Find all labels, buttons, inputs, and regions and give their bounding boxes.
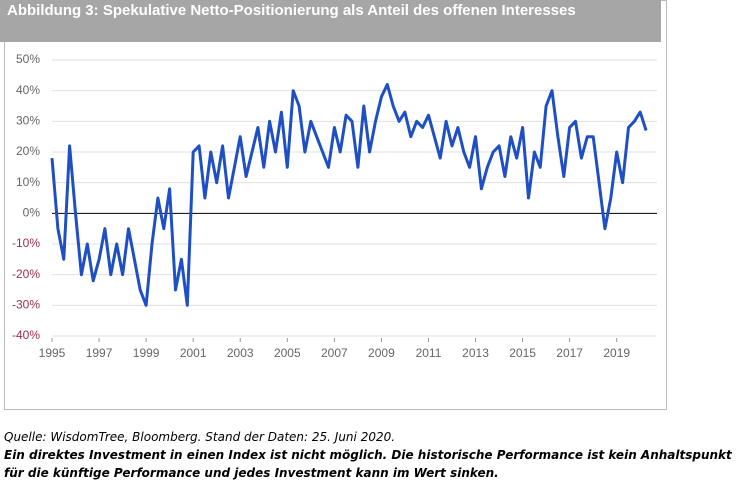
y-tick-label: 40% xyxy=(16,83,40,97)
data-line xyxy=(50,83,648,307)
x-tick-label: 1995 xyxy=(39,346,66,360)
y-tick-label: -40% xyxy=(12,328,40,342)
y-tick-label: 10% xyxy=(16,175,40,189)
source: Quelle: WisdomTree, Bloomberg. Stand der… xyxy=(4,430,396,444)
chart-title: Abbildung 3: Spekulative Netto-Positioni… xyxy=(0,0,661,42)
notes: Quelle: WisdomTree, Bloomberg. Stand der… xyxy=(4,428,744,482)
x-tick-label: 2011 xyxy=(416,346,442,360)
y-tick-label: 0% xyxy=(23,206,41,220)
x-tick-label: 2013 xyxy=(462,346,489,360)
x-tick-label: 2017 xyxy=(556,346,583,360)
chart: -40% -30% -20% -10% 0% 10% 20% 30% 40% 50% 1995 199… xyxy=(12,52,657,360)
y-tick-label: 30% xyxy=(16,114,40,128)
x-tick-label: 2005 xyxy=(274,346,301,360)
x-tick-label: 2003 xyxy=(227,346,254,360)
y-tick-label: -20% xyxy=(12,267,40,281)
x-tick-label: 2001 xyxy=(180,346,207,360)
y-tick-label: -10% xyxy=(12,236,40,250)
x-tick-label: 1999 xyxy=(133,346,160,360)
x-tick-label: 2009 xyxy=(368,346,395,360)
x-tick-label: 2007 xyxy=(321,346,348,360)
y-tick-label: 50% xyxy=(16,52,40,66)
x-tick-label: 1997 xyxy=(86,346,113,360)
x-tick-label: 2015 xyxy=(509,346,536,360)
x-tick-label: 2019 xyxy=(603,346,630,360)
disclaimer: Ein direktes Investment in einen Index i… xyxy=(4,448,732,480)
y-tick-label: -30% xyxy=(12,298,40,312)
y-tick-label: 20% xyxy=(16,144,40,158)
